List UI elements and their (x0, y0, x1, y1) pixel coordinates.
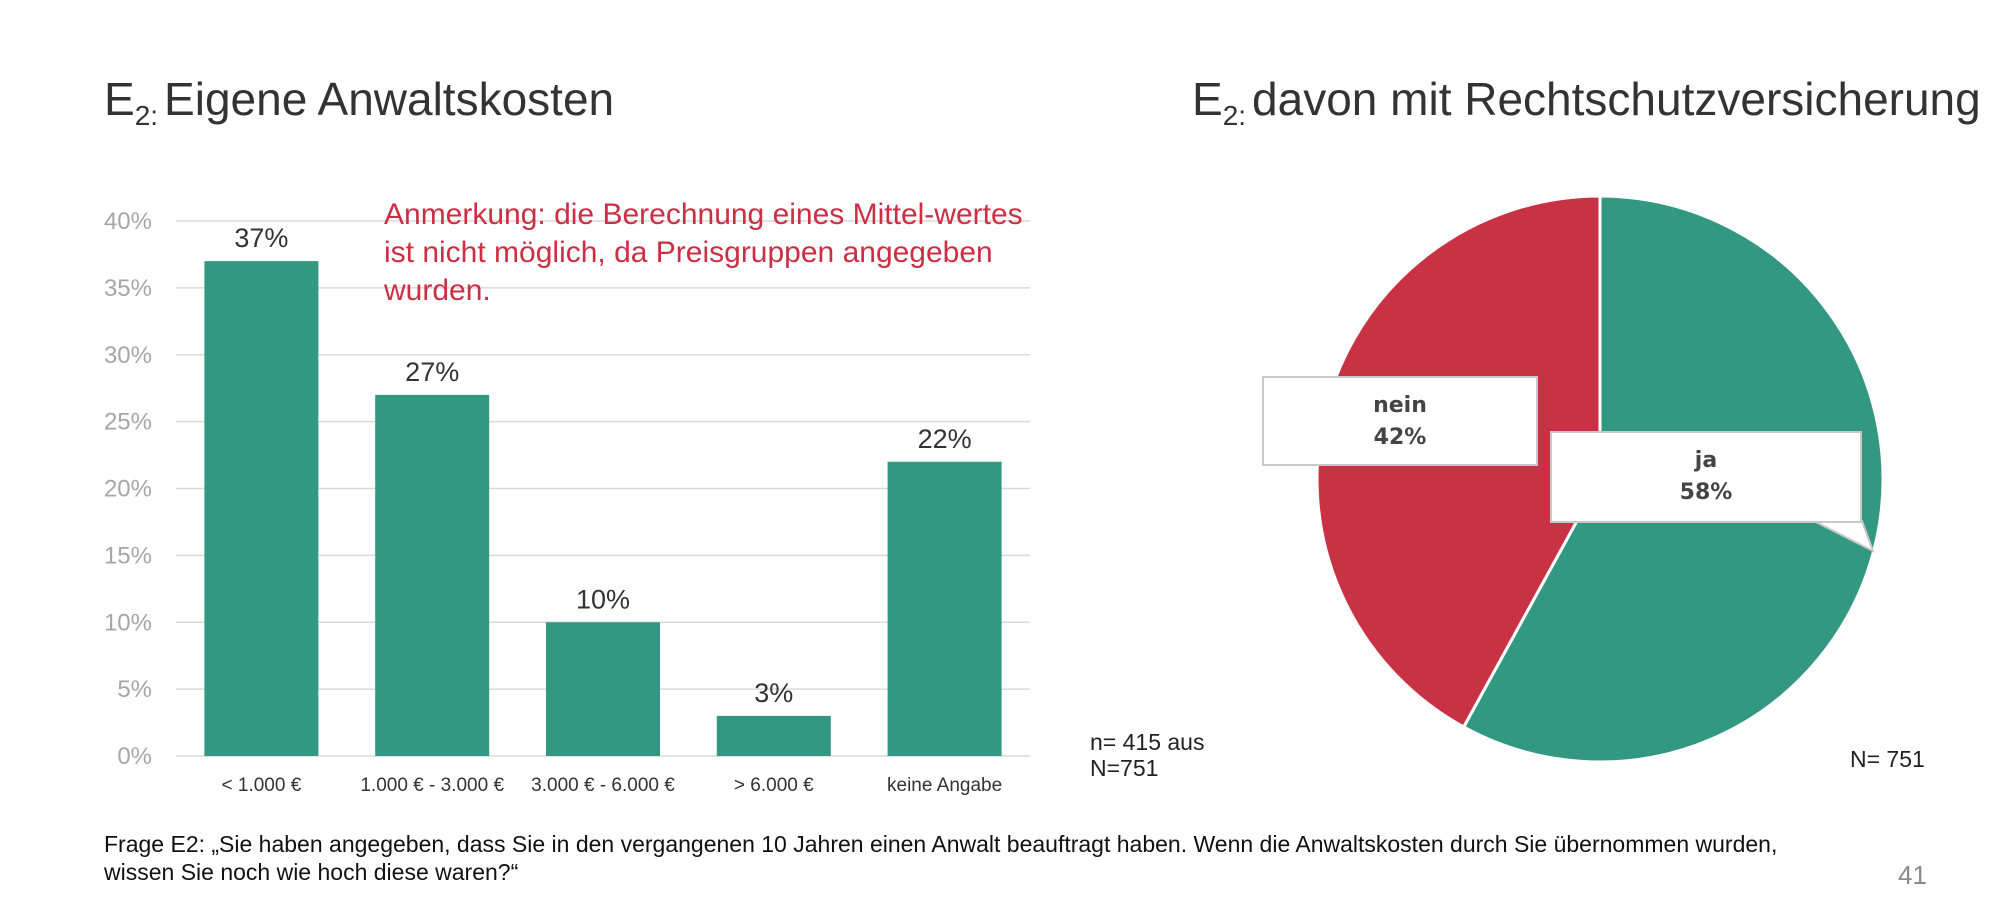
bar-value-label: 22% (918, 424, 972, 454)
bar-value-label: 10% (576, 584, 630, 614)
bar-chart: 0% 5% 10% 15% 20% 25% 30% 35% 40% 37% < 1.000 € 27%… (104, 208, 1030, 796)
y-tick-label: 20% (104, 476, 152, 503)
bar (716, 715, 831, 756)
bar (546, 622, 660, 756)
bar (375, 394, 490, 756)
x-category-label: > 6.000 € (734, 775, 814, 796)
left-sample-size: n= 415 aus N=751 (1090, 729, 1205, 781)
y-tick-label: 5% (117, 676, 152, 703)
y-tick-label: 35% (104, 275, 152, 302)
y-tick-label: 15% (104, 542, 152, 569)
bar-value-label: 3% (754, 678, 793, 708)
right-chart-title: E2: davon mit Rechtschutzversicherung (1192, 73, 1981, 131)
y-tick-label: 25% (104, 409, 152, 436)
y-tick-label: 40% (104, 208, 152, 235)
bar (887, 461, 1002, 756)
chart-annotation: Anmerkung: die Berechnung eines Mittel-w… (384, 198, 1023, 307)
left-chart-title: E2: Eigene Anwaltskosten (104, 73, 615, 131)
right-sample-size: N= 751 (1850, 746, 1925, 772)
x-category-label: < 1.000 € (222, 775, 302, 796)
page-number: 41 (1898, 860, 1927, 890)
x-category-label: 3.000 € - 6.000 € (531, 775, 675, 796)
y-tick-label: 0% (117, 743, 152, 770)
x-category-label: 1.000 € - 3.000 € (360, 775, 504, 796)
pie-label-ja: ja 58% (1550, 431, 1862, 523)
y-tick-label: 30% (104, 342, 152, 369)
bar (204, 261, 319, 756)
y-tick-label: 10% (104, 609, 152, 636)
question-text: Frage E2: „Sie haben angegeben, dass Sie… (104, 831, 1778, 885)
x-category-label: keine Angabe (887, 775, 1002, 796)
bar-value-label: 27% (405, 357, 459, 387)
pie-label-nein: nein 42% (1262, 376, 1538, 466)
bar-value-label: 37% (234, 223, 288, 253)
